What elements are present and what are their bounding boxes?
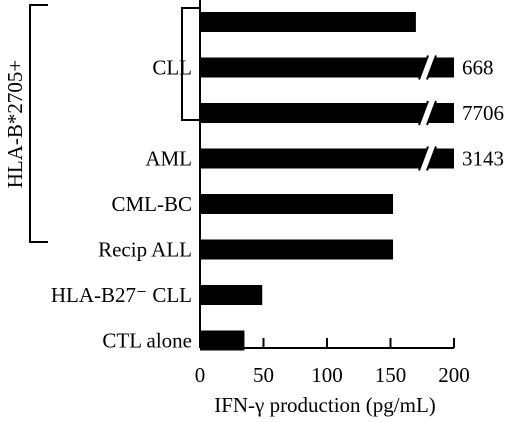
value-label-2: 7706: [462, 101, 504, 125]
axis-break-line-a-1: [418, 55, 429, 80]
category-label-1: CLL: [152, 56, 192, 80]
bar-6: [200, 285, 263, 305]
bar-2: [200, 103, 454, 123]
value-label-1: 668: [462, 56, 494, 80]
x-tick-label-2: 100: [311, 363, 343, 387]
x-ticks: 0 50 100 150 200: [195, 338, 470, 387]
category-label-6: HLA-B27⁻ CLL: [51, 283, 192, 307]
bar-1: [200, 57, 454, 78]
group-bracket-outer: [29, 4, 48, 243]
x-tick-label-1: 50: [253, 363, 274, 387]
bar-4: [200, 194, 394, 214]
value-labels: 668 7706 3143: [462, 56, 504, 171]
x-axis-title: IFN-γ production (pg/mL): [214, 393, 436, 417]
axis-break-line-b-3: [426, 146, 437, 171]
category-labels: CLL AML CML-BC Recip ALL HLA-B27⁻ CLL CTL alo…: [51, 56, 192, 353]
category-label-3: AML: [145, 147, 192, 171]
value-label-3: 3143: [462, 147, 504, 171]
group-label: HLA-B*2705+: [3, 60, 27, 189]
axis-breaks: [418, 55, 437, 171]
group-bracket-cll: [181, 7, 199, 121]
axis-break-gap-3: [419, 146, 436, 171]
bars: [200, 12, 454, 351]
x-tick-label-0: 0: [195, 363, 206, 387]
bar-3: [200, 148, 454, 169]
axis-break-line-a-2: [418, 100, 429, 126]
axis-break-line-b-1: [426, 55, 437, 80]
axis-break-gap-2: [419, 101, 436, 125]
axis-break-line-a-3: [418, 146, 429, 171]
bar-0: [200, 12, 416, 32]
bar-7: [200, 330, 245, 351]
category-label-4: CML-BC: [111, 192, 192, 216]
category-label-7: CTL alone: [102, 329, 192, 353]
x-tick-label-3: 150: [375, 363, 407, 387]
bar-5: [200, 239, 394, 260]
x-tick-label-4: 200: [438, 363, 470, 387]
axis-break-gap-1: [419, 55, 436, 80]
category-label-5: Recip ALL: [98, 238, 192, 262]
axis-break-line-b-2: [426, 100, 437, 126]
